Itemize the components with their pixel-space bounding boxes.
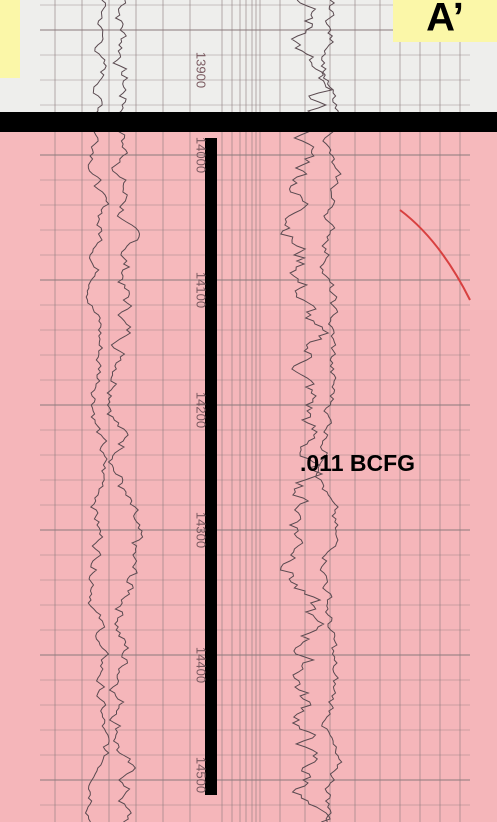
well-log: A’ .011 BCFG 13900 14000 14100 14200 14300 14…: [0, 0, 497, 822]
depth-label: 14100: [194, 272, 209, 308]
label-box: [0, 0, 20, 78]
shade: [0, 310, 497, 822]
depth-label: 14200: [194, 392, 209, 428]
section-divider: [0, 112, 497, 132]
annotation: .011 BCFG: [300, 450, 415, 476]
depth-label: 14500: [194, 757, 209, 793]
depth-label: 14400: [194, 647, 209, 683]
corner-label: A’: [426, 0, 464, 40]
interval-bar: [205, 138, 217, 795]
depth-label: 14000: [194, 137, 209, 173]
depth-label: 14300: [194, 512, 209, 548]
depth-track: 13900 14000 14100 14200 14300 14400 14500: [194, 52, 209, 793]
depth-label: 13900: [194, 52, 209, 88]
